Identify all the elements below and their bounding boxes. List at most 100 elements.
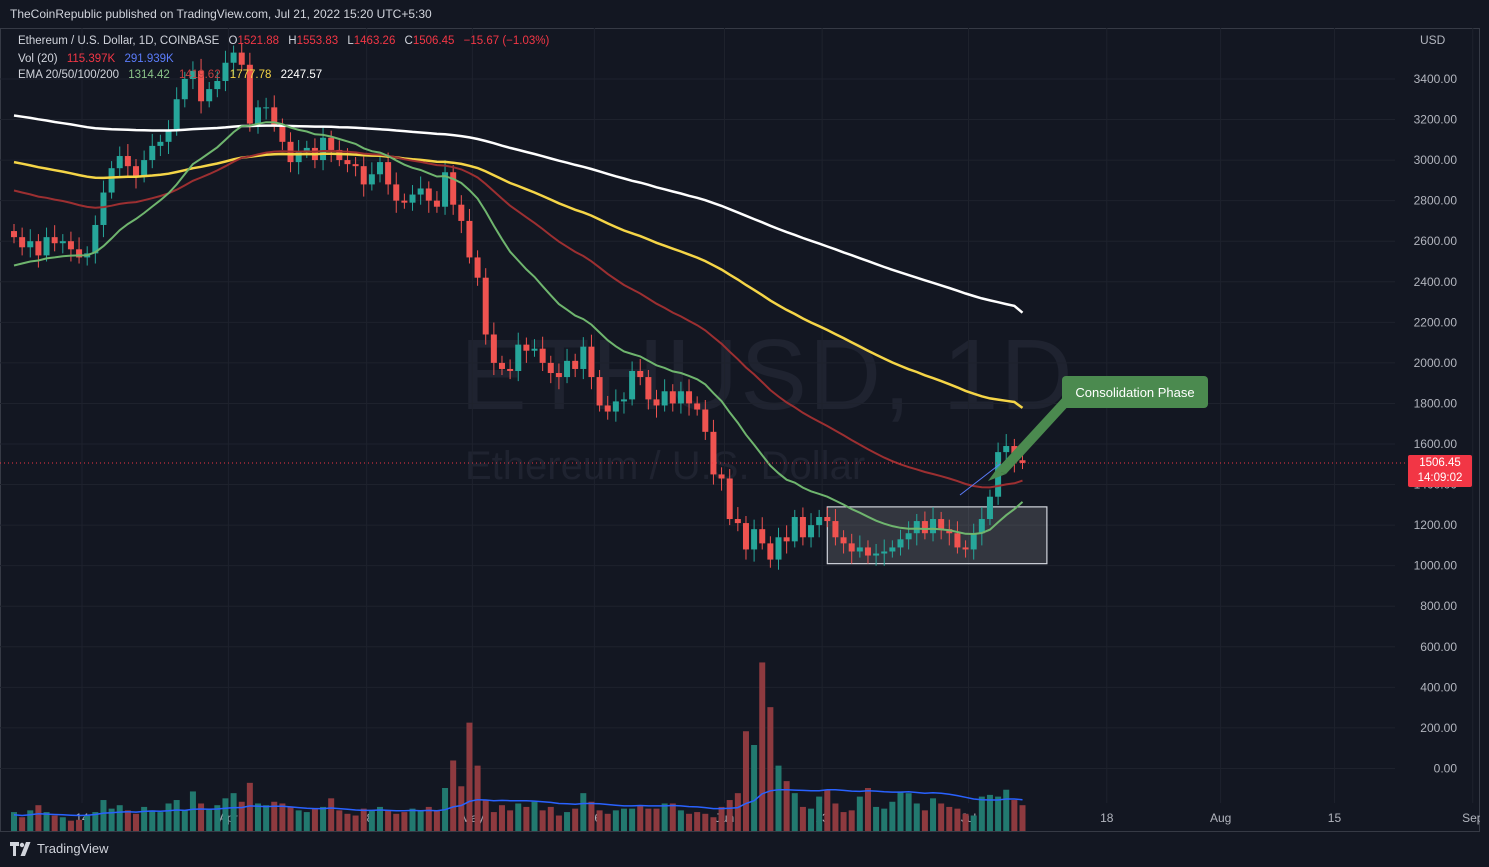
candle-body — [564, 360, 571, 378]
x-tick-label: 15 — [1328, 811, 1342, 825]
candle-body — [645, 377, 652, 400]
ema200-line — [13, 114, 1024, 314]
candle-body — [498, 362, 505, 369]
volume-bar — [572, 808, 579, 831]
volume-bar — [173, 800, 180, 831]
volume-bar — [645, 808, 652, 831]
chart-frame — [0, 28, 1480, 832]
volume-bar — [694, 812, 701, 831]
candle-body — [222, 62, 229, 81]
candle-body — [775, 537, 782, 560]
volume-bar — [360, 808, 367, 831]
volume-bar — [995, 796, 1002, 831]
volume-bar — [783, 781, 790, 831]
candle-body — [938, 519, 945, 530]
y-tick-label: 1800.00 — [1414, 396, 1458, 410]
volume-bar — [344, 813, 351, 831]
volume-bar — [840, 812, 847, 831]
volume-bar — [214, 805, 221, 831]
candle-body — [67, 241, 74, 250]
volume-bar — [767, 707, 774, 831]
volume-bar — [287, 806, 294, 831]
price-chart[interactable]: 3400.00 3200.00 3000.00 2800.00 2600.00 2400.… — [0, 28, 1480, 832]
tradingview-brand: TradingView — [37, 841, 109, 856]
volume-bar — [295, 810, 302, 831]
y-tick-label: 200.00 — [1420, 721, 1457, 735]
candle-body — [555, 373, 562, 378]
legend-volume-label[interactable]: Vol (20) — [18, 53, 58, 65]
candle-body — [726, 478, 733, 520]
candle-body — [320, 137, 327, 161]
candle-body — [824, 517, 831, 522]
legend-ema-label[interactable]: EMA 20/50/100/200 — [18, 69, 120, 81]
candle-body — [124, 156, 131, 167]
footer-bar — [0, 833, 1489, 867]
volume-bar — [490, 812, 497, 831]
candle-body — [669, 391, 676, 404]
volume-bar — [246, 782, 253, 831]
candle-body — [856, 547, 863, 552]
candle-body — [27, 241, 34, 248]
volume-bar — [385, 810, 392, 831]
volume-bar — [433, 810, 440, 831]
legend-change: −15.67 (−1.03%) — [463, 35, 550, 47]
candle-body — [51, 237, 58, 244]
y-tick-label: 1200.00 — [1414, 518, 1458, 532]
y-tick-label: 1000.00 — [1414, 559, 1458, 573]
candle-body — [165, 129, 172, 142]
tradingview-logo[interactable]: TradingView — [10, 841, 109, 856]
y-tick-label: 2400.00 — [1414, 275, 1458, 289]
candle-body — [954, 533, 961, 548]
volume-bar — [808, 808, 815, 831]
volume-bar — [141, 806, 148, 831]
candle-body — [986, 496, 993, 520]
volume-bar — [189, 791, 196, 831]
volume-bar — [669, 803, 676, 831]
bar-countdown: 14:09:02 — [1417, 472, 1463, 484]
volume-bar — [149, 810, 156, 831]
volume-bar — [515, 803, 522, 831]
candle-body — [978, 519, 985, 534]
volume-bar — [954, 808, 961, 831]
candle-body — [76, 249, 83, 258]
volume-bar — [271, 801, 278, 831]
candle-body — [458, 204, 465, 221]
volume-bar — [507, 810, 514, 831]
ema50-line — [13, 150, 1023, 489]
volume-bar — [596, 810, 603, 831]
candle-body — [92, 224, 99, 254]
candle-body — [686, 391, 693, 404]
y-tick-label: 3000.00 — [1414, 153, 1458, 167]
candle-body — [433, 200, 440, 207]
legend-ema-row: EMA 20/50/100/200 1314.42 1419.62 1777.7… — [18, 69, 328, 81]
legend-high: 1553.83 — [296, 35, 339, 47]
tradingview-logo-icon — [10, 841, 31, 856]
candle-body — [11, 231, 17, 238]
candle-body — [181, 78, 188, 100]
volume-bar — [962, 813, 969, 831]
x-tick-label: Sep — [1462, 811, 1480, 825]
volume-bar — [588, 801, 595, 831]
volume-bar — [222, 798, 229, 831]
candle-body — [637, 370, 644, 378]
volume-bar — [328, 798, 335, 831]
volume-bar — [157, 812, 164, 831]
candle-body — [295, 151, 302, 163]
volume-bar — [198, 803, 205, 831]
candle-body — [466, 220, 473, 258]
volume-bar — [824, 789, 831, 831]
volume-bar — [978, 796, 985, 831]
volume-bar — [539, 810, 546, 831]
volume-bar — [921, 810, 928, 831]
volume-bar — [320, 806, 327, 831]
volume-bar — [51, 815, 58, 831]
volume-bar — [368, 810, 375, 831]
candle-body — [157, 141, 164, 146]
candle-body — [344, 160, 351, 165]
volume-bar — [686, 813, 693, 831]
volume-bar — [482, 800, 489, 831]
volume-bar — [873, 806, 880, 831]
legend-close: 1506.45 — [412, 35, 455, 47]
legend-symbol-row: Ethereum / U.S. Dollar, 1D, COINBASE O15… — [18, 35, 555, 47]
legend-symbol[interactable]: Ethereum / U.S. Dollar, 1D, COINBASE — [18, 35, 220, 47]
